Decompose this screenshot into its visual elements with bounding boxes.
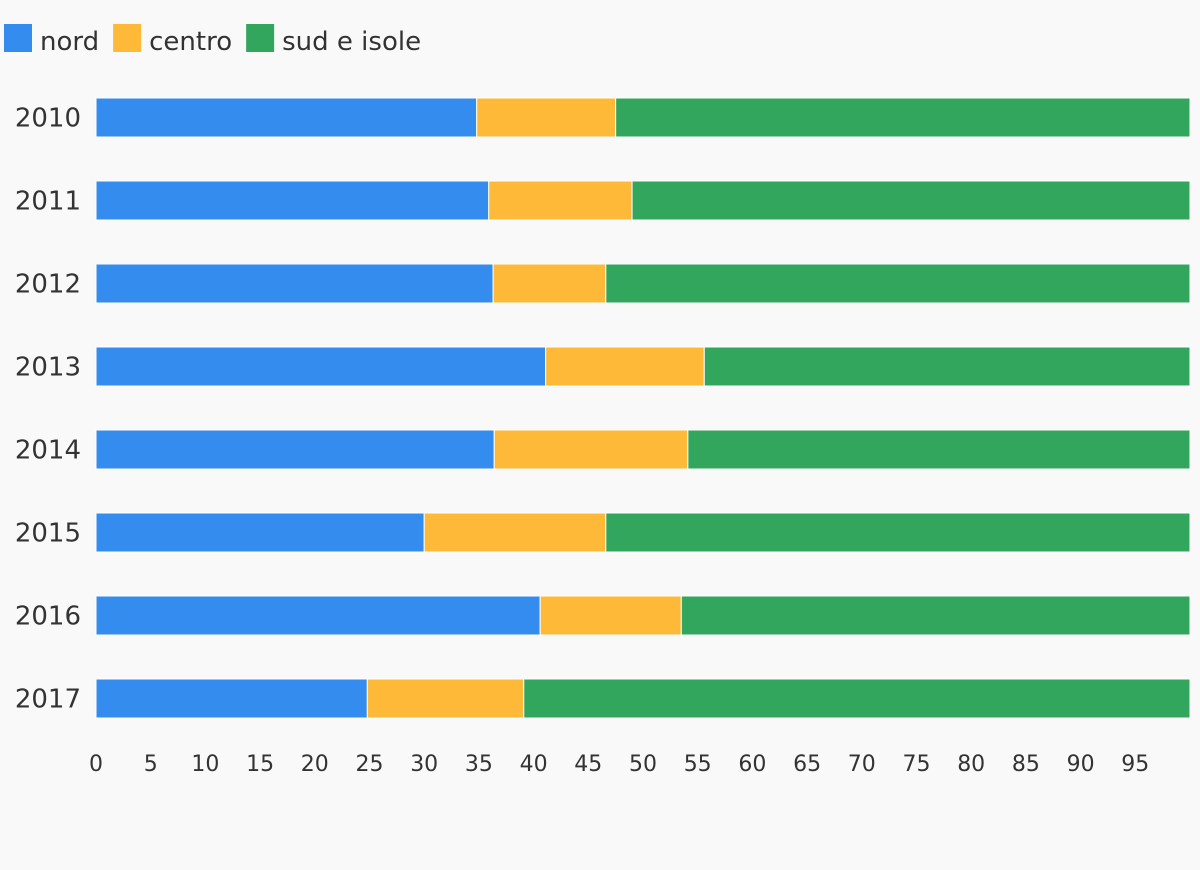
x-tick-label: 40 [520, 752, 548, 777]
bar-sud-e-isole-2012 [605, 263, 1191, 304]
bar-centro-2012 [492, 263, 607, 304]
legend-label-centro: centro [149, 27, 232, 57]
bar-nord-2011 [95, 180, 490, 221]
year-label-2011: 2011 [15, 187, 81, 217]
bar-centro-2017 [366, 678, 525, 719]
x-tick-label: 75 [903, 752, 931, 777]
legend-swatch-sud-e-isole [246, 24, 275, 52]
bar-nord-2012 [95, 263, 494, 304]
x-tick-label: 15 [246, 752, 274, 777]
bar-sud-e-isole-2015 [605, 512, 1191, 553]
x-tick-label: 90 [1067, 752, 1095, 777]
bar-sud-e-isole-2014 [687, 429, 1191, 470]
x-tick-label: 95 [1121, 752, 1149, 777]
legend-label-sud-e-isole: sud e isole [282, 27, 421, 57]
year-label-2015: 2015 [15, 519, 81, 549]
bar-nord-2014 [95, 429, 495, 470]
bar-nord-2010 [95, 97, 478, 138]
x-tick-label: 45 [574, 752, 602, 777]
x-tick-label: 65 [793, 752, 821, 777]
legend: nord centro sud e isole [4, 24, 421, 57]
bars-group [95, 97, 1191, 719]
bar-centro-2011 [488, 180, 633, 221]
x-tick-label: 55 [684, 752, 712, 777]
x-tick-label: 5 [144, 752, 158, 777]
x-tick-label: 20 [301, 752, 329, 777]
x-tick-label: 30 [410, 752, 438, 777]
x-tick-label: 0 [89, 752, 103, 777]
year-label-2017: 2017 [15, 685, 81, 715]
y-axis-labels: 2010 2011 2012 2013 2014 2015 2016 2017 [15, 104, 81, 715]
x-tick-label: 70 [848, 752, 876, 777]
x-axis-tick-labels: 0 5 10 15 20 25 30 35 40 45 50 55 60 65 70 75 80 85 90 95 [89, 752, 1149, 777]
bar-nord-2016 [95, 595, 541, 636]
bar-centro-2014 [493, 429, 689, 470]
bar-nord-2017 [95, 678, 368, 719]
x-tick-label: 10 [191, 752, 219, 777]
legend-swatch-nord [4, 24, 32, 52]
bar-sud-e-isole-2011 [631, 180, 1191, 221]
legend-label-nord: nord [40, 27, 99, 57]
x-tick-label: 80 [957, 752, 985, 777]
year-label-2014: 2014 [15, 436, 81, 466]
x-tick-label: 25 [356, 752, 384, 777]
x-tick-label: 50 [629, 752, 657, 777]
x-tick-label: 60 [738, 752, 766, 777]
year-label-2016: 2016 [15, 602, 81, 632]
bar-sud-e-isole-2013 [703, 346, 1191, 387]
bar-centro-2016 [539, 595, 682, 636]
bar-centro-2013 [545, 346, 705, 387]
x-tick-label: 85 [1012, 752, 1040, 777]
bar-nord-2013 [95, 346, 547, 387]
year-label-2010: 2010 [15, 104, 81, 134]
bar-sud-e-isole-2017 [523, 678, 1191, 719]
bar-nord-2015 [95, 512, 425, 553]
bar-sud-e-isole-2016 [680, 595, 1191, 636]
x-tick-label: 35 [465, 752, 493, 777]
legend-swatch-centro [113, 24, 142, 52]
year-label-2012: 2012 [15, 270, 81, 300]
bar-centro-2010 [476, 97, 617, 138]
year-label-2013: 2013 [15, 353, 81, 383]
bar-sud-e-isole-2010 [615, 97, 1191, 138]
bar-centro-2015 [423, 512, 607, 553]
